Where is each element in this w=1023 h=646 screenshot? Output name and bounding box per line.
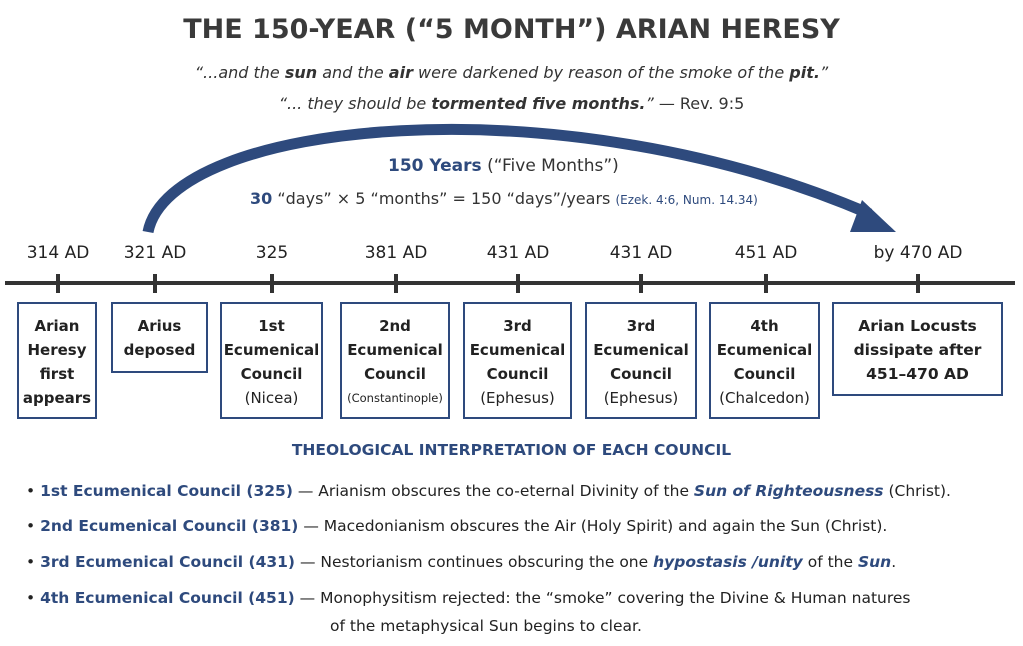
bullet-emphasis: Sun of Righteousness xyxy=(693,482,884,500)
event-date: 321 AD xyxy=(123,243,187,263)
bullet: • 4th Ecumenical Council (451) — Monophy… xyxy=(26,589,911,607)
bullet-label: 3rd Ecumenical Council (431) xyxy=(40,553,296,571)
event-box-line: Heresy xyxy=(27,341,87,359)
bullet-emphasis: Sun xyxy=(857,553,892,571)
event-date: 431 AD xyxy=(486,243,550,263)
quote-text: ” xyxy=(645,94,654,113)
event-box-line: appears xyxy=(22,389,92,407)
arrow-head xyxy=(850,200,896,232)
event-box: Arius deposed xyxy=(111,302,208,373)
quote-text: were darkened by reason of the smoke of … xyxy=(412,63,790,82)
event-box-line: 4th xyxy=(750,317,779,335)
event-box: Arian Heresy first appears xyxy=(17,302,97,419)
event-box-line: 451–470 AD xyxy=(866,365,969,383)
bullet-emphasis: hypostasis /unity xyxy=(653,553,803,571)
event-date: 431 AD xyxy=(609,243,673,263)
event-box-line: first xyxy=(39,365,75,383)
bullet-text: (Christ). xyxy=(883,482,951,500)
section-heading: THEOLOGICAL INTERPRETATION OF EACH COUNC… xyxy=(291,441,732,459)
event-box-line: (Ephesus) xyxy=(480,389,555,407)
quote-emphasis: pit. xyxy=(789,63,820,82)
bullet-text: — Arianism obscures the co-eternal Divin… xyxy=(292,482,694,500)
event-box-line: Council xyxy=(364,365,426,383)
event-box-line: Ecumenical xyxy=(716,341,813,359)
bullet: • 2nd Ecumenical Council (381) — Macedon… xyxy=(26,517,888,535)
event-box-line: (Chalcedon) xyxy=(719,389,810,407)
event-box: Arian Locusts dissipate after 451–470 AD xyxy=(832,302,1003,396)
event-box-line: Council xyxy=(486,365,549,383)
event-box-line: dissipate after xyxy=(853,341,982,359)
quote-emphasis: tormented five months. xyxy=(431,94,646,113)
quote: “... they should be tormented five month… xyxy=(0,94,1023,113)
event-box: 2nd Ecumenical Council (Constantinople) xyxy=(340,302,450,419)
bullet-text: of the metaphysical Sun begins to clear. xyxy=(330,617,642,635)
bullet-continuation: of the metaphysical Sun begins to clear. xyxy=(330,617,642,635)
arc-label-main: 150 Years xyxy=(388,156,482,176)
title: THE 150-YEAR (“5 MONTH”) ARIAN HERESY xyxy=(183,14,840,45)
quote-text: ” xyxy=(819,63,829,82)
event-box-line: 2nd xyxy=(379,317,411,335)
quote-emphasis: air xyxy=(388,63,413,82)
event-box: 1st Ecumenical Council (Nicea) xyxy=(220,302,323,419)
timeline-ticks xyxy=(56,274,920,293)
bullet-label: 4th Ecumenical Council (451) xyxy=(40,589,295,607)
bullet-text: — Macedonianism obscures the Air (Holy S… xyxy=(298,517,888,535)
quote-text: “... they should be xyxy=(278,94,432,113)
event-box-line: Arian xyxy=(34,317,80,335)
event-box-line: Arius xyxy=(137,317,182,335)
event-box-line: 3rd xyxy=(503,317,532,335)
event-date: 451 AD xyxy=(734,243,798,263)
arc-arrow xyxy=(142,124,873,234)
bullet-label: 2nd Ecumenical Council (381) xyxy=(40,517,299,535)
quote-text: and the xyxy=(317,63,389,82)
event-box-line: 3rd xyxy=(626,317,656,335)
event-date: by 470 AD xyxy=(873,243,963,263)
bullet-text: of the xyxy=(802,553,858,571)
event-box-line: (Ephesus) xyxy=(603,389,679,407)
event-date: 325 xyxy=(255,243,289,263)
event-box-line: Council xyxy=(240,365,303,383)
formula-number: 30 xyxy=(250,189,273,208)
bullet: • 1st Ecumenical Council (325) — Arianis… xyxy=(26,482,951,500)
bullet-text: . xyxy=(891,553,897,571)
quote: “...and the sun and the air were darkene… xyxy=(0,63,1023,82)
arc-label: 150 Years (“Five Months”) xyxy=(388,156,619,176)
bullet-label: 1st Ecumenical Council (325) xyxy=(40,482,293,500)
event-box-line: Ecumenical xyxy=(593,341,689,359)
event-box-line: Ecumenical xyxy=(469,341,566,359)
event-box: 4th Ecumenical Council (Chalcedon) xyxy=(709,302,820,419)
quote-citation: — Rev. 9:5 xyxy=(653,94,745,113)
event-box-line: (Constantinople) xyxy=(347,391,443,405)
formula-text: “days” × 5 “months” = 150 “days”/years xyxy=(272,189,611,208)
event-box-line: Council xyxy=(733,365,796,383)
event-box-line: Ecumenical xyxy=(223,341,320,359)
event-box-line: deposed xyxy=(123,341,196,359)
quote-emphasis: sun xyxy=(284,63,318,82)
bullet-text: — Nestorianism continues obscuring the o… xyxy=(295,553,654,571)
event-box: 3rd Ecumenical Council (Ephesus) xyxy=(585,302,697,419)
event-box-line: Council xyxy=(610,365,672,383)
bullet-text: — Monophysitism rejected: the “smoke” co… xyxy=(294,589,911,607)
arc-label-note: (“Five Months”) xyxy=(481,156,619,176)
event-date: 381 AD xyxy=(364,243,428,263)
event-box-line: Ecumenical xyxy=(347,341,443,359)
event-date: 314 AD xyxy=(26,243,90,263)
event-box-line: (Nicea) xyxy=(244,389,299,407)
formula-citation: (Ezek. 4:6, Num. 14.34) xyxy=(615,193,758,207)
quote-text: “...and the xyxy=(194,63,285,82)
bullet: • 3rd Ecumenical Council (431) — Nestori… xyxy=(26,553,897,571)
event-box-line: Arian Locusts xyxy=(858,317,977,335)
event-box: 3rd Ecumenical Council (Ephesus) xyxy=(463,302,572,419)
event-box-line: 1st xyxy=(258,317,285,335)
arc-formula: 30 “days” × 5 “months” = 150 “days”/year… xyxy=(250,189,758,208)
